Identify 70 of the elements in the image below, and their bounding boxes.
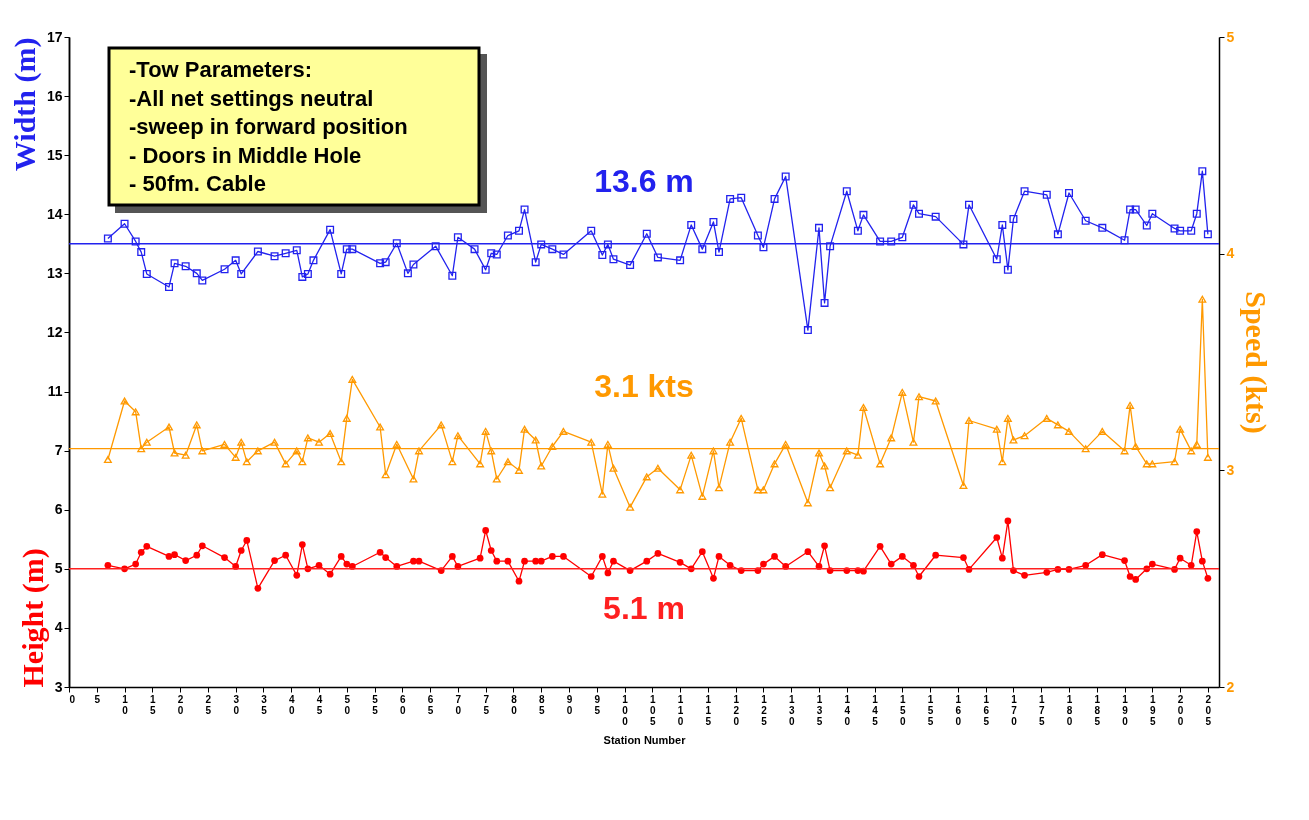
- y2-tick-label: 2: [1226, 678, 1235, 695]
- x-tick-label: 1 2 0: [733, 693, 740, 727]
- x-tick-label: 7 0: [455, 693, 462, 716]
- y2-tick-label: 3: [1226, 461, 1235, 478]
- x-tick-label: 2 0 0: [1177, 693, 1184, 727]
- x-tick-label: 1 6 0: [955, 693, 962, 727]
- x-tick-label: 1 4 0: [844, 693, 851, 727]
- x-tick-label: 1 5 0: [900, 693, 907, 727]
- x-tick-label: 9 5: [594, 693, 601, 716]
- x-tick-label: 1 5: [150, 693, 157, 716]
- x-tick-label: 0: [69, 693, 76, 705]
- ref-line-label: 5.1 m: [603, 589, 685, 626]
- x-tick-label: 1 1 0: [677, 693, 684, 727]
- y3-tick-label: 12: [46, 323, 63, 340]
- x-tick-label: 6 5: [427, 693, 434, 716]
- x-tick-label: 8 5: [538, 693, 545, 716]
- y3-tick-label: 17: [46, 28, 63, 45]
- x-tick-label: 1 2 5: [761, 693, 768, 727]
- y-tick-label: 5: [54, 560, 63, 577]
- x-tick-label: 1 8 0: [1066, 693, 1073, 727]
- y3-axis-title: Width (m): [7, 37, 42, 172]
- annotation: -Tow Parameters:: [129, 57, 312, 82]
- x-tick-label: 1 4 5: [872, 693, 879, 727]
- y-tick-label: 3: [54, 678, 63, 695]
- x-tick-label: 1 1 5: [705, 693, 712, 727]
- y-tick-label: 4: [54, 619, 63, 636]
- x-tick-label: 3 0: [233, 693, 240, 716]
- y3-tick-label: 15: [46, 146, 63, 163]
- x-axis-title: Station Number: [603, 733, 687, 746]
- x-tick-label: 2 0: [177, 693, 184, 716]
- x-tick-label: 9 0: [566, 693, 573, 716]
- y2-tick-label: 4: [1226, 245, 1235, 262]
- x-tick-label: 1 9 0: [1122, 693, 1129, 727]
- annotation: - Doors in Middle Hole: [129, 142, 362, 168]
- ref-line-label: 3.1 kts: [594, 367, 694, 404]
- x-tick-label: 2 5: [205, 693, 212, 716]
- y-tick-label: 7: [54, 442, 63, 459]
- x-tick-label: 4 5: [316, 693, 323, 716]
- x-tick-label: 3 5: [261, 693, 268, 716]
- x-tick-label: 1 7 5: [1038, 693, 1045, 727]
- y-axis-title: Height (m): [15, 548, 50, 688]
- x-tick-label: 5: [94, 693, 101, 705]
- x-tick-label: 1 8 5: [1094, 693, 1101, 727]
- x-tick-label: 1 3 0: [788, 693, 795, 727]
- annotation: -sweep in forward position: [129, 114, 408, 139]
- y-tick-label: 6: [54, 501, 63, 518]
- y3-tick-label: 13: [46, 264, 63, 281]
- y3-tick-label: 14: [46, 205, 63, 222]
- x-tick-label: 1 0: [122, 693, 129, 716]
- x-tick-label: 2 0 5: [1205, 693, 1212, 727]
- x-tick-label: 4 0: [288, 693, 295, 716]
- y3-tick-label: 11: [47, 383, 63, 400]
- x-tick-label: 7 5: [483, 693, 490, 716]
- x-tick-label: 1 9 5: [1150, 693, 1157, 727]
- x-tick-label: 1 3 5: [816, 693, 823, 727]
- x-tick-label: 6 0: [400, 693, 407, 716]
- ref-line-label: 13.6 m: [594, 162, 694, 199]
- x-tick-label: 1 0 5: [650, 693, 657, 727]
- x-tick-label: 5 0: [344, 693, 351, 716]
- x-tick-label: 8 0: [511, 693, 518, 716]
- annotation: -All net settings neutral: [129, 85, 374, 111]
- y3-tick-label: 16: [46, 87, 63, 104]
- annotation: - 50fm. Cable: [129, 171, 266, 196]
- y2-axis-title: Speed (kts): [1239, 291, 1274, 434]
- x-tick-label: 1 0 0: [622, 693, 629, 727]
- x-tick-label: 1 6 5: [983, 693, 990, 727]
- x-tick-label: 1 7 0: [1011, 693, 1018, 727]
- x-tick-label: 1 5 5: [927, 693, 934, 727]
- y2-tick-label: 5: [1226, 28, 1235, 45]
- x-tick-label: 5 5: [372, 693, 379, 716]
